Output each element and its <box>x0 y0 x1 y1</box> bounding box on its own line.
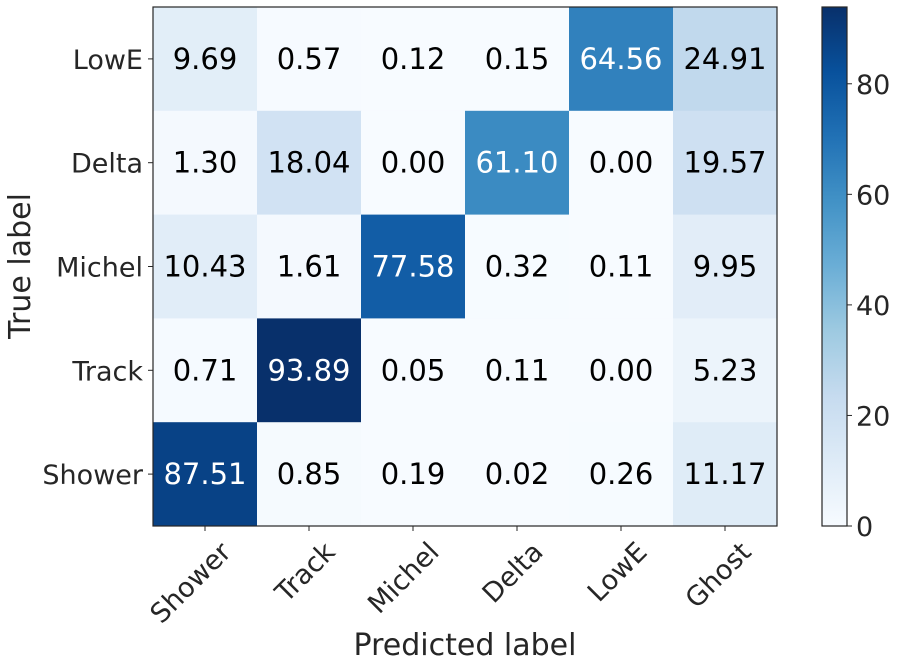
heatmap-cell <box>361 422 466 527</box>
heatmap-cell <box>465 7 570 112</box>
heatmap-cell <box>153 7 258 112</box>
x-tick-label: Shower <box>144 536 238 630</box>
cell-value-label: 0.00 <box>381 146 446 180</box>
cell-value-label: 93.89 <box>267 353 350 387</box>
cell-value-label: 10.43 <box>163 250 246 284</box>
cell-value-label: 0.71 <box>173 353 238 387</box>
colorbar-ticks: 0 20 40 60 80 <box>847 70 890 543</box>
heatmap-cell <box>257 318 362 423</box>
cell-value-label: 0.15 <box>485 42 550 76</box>
heatmap-cell <box>257 422 362 527</box>
heatmap-cell <box>153 422 258 527</box>
heatmap-cell <box>673 110 778 216</box>
heatmap-cell <box>361 110 466 216</box>
x-tick-label: Michel <box>362 537 445 620</box>
heatmap-cell <box>257 7 362 112</box>
y-axis-title: True label <box>3 193 38 340</box>
x-tick-label: Delta <box>477 537 550 610</box>
cell-value-label: 1.61 <box>277 250 342 284</box>
y-tick-label: Track <box>71 356 143 387</box>
cell-value-label: 5.23 <box>693 353 758 387</box>
y-axis-ticks: LowE Delta Michel Track Shower <box>42 45 153 491</box>
y-tick-label: Delta <box>71 149 143 180</box>
cell-value-label: 0.00 <box>589 146 654 180</box>
heatmap-cell <box>673 318 778 423</box>
cell-value-label: 0.02 <box>485 457 550 491</box>
cell-value-label: 0.00 <box>589 353 654 387</box>
cell-value-label: 0.85 <box>277 457 342 491</box>
cell-value-label: 18.04 <box>267 146 350 180</box>
heatmap-cell <box>673 7 778 112</box>
heatmap-cell <box>569 214 674 319</box>
heatmap-cell <box>257 214 362 319</box>
y-tick-label: LowE <box>73 45 143 76</box>
cell-value-labels: 9.69 0.57 0.12 0.15 64.56 24.91 1.30 18.04 0.00 6… <box>163 42 766 491</box>
cell-value-label: 0.12 <box>381 42 446 76</box>
colorbar-tick-label: 80 <box>856 70 890 101</box>
heatmap-cell <box>465 214 570 319</box>
cell-value-label: 19.57 <box>683 146 766 180</box>
heatmap-cell <box>361 214 466 319</box>
cell-value-label: 9.69 <box>173 42 238 76</box>
colorbar <box>821 6 848 527</box>
heatmap-cell <box>465 318 570 423</box>
cell-value-label: 61.10 <box>475 146 558 180</box>
cell-value-label: 24.91 <box>683 42 766 76</box>
heatmap-cells <box>153 7 778 527</box>
heatmap-cell <box>673 422 778 527</box>
heatmap-cell <box>569 318 674 423</box>
colorbar-tick-label: 0 <box>856 512 873 543</box>
cell-value-label: 0.05 <box>381 353 446 387</box>
cell-value-label: 87.51 <box>163 457 246 491</box>
cell-value-label: 11.17 <box>683 457 766 491</box>
cell-value-label: 77.58 <box>371 250 454 284</box>
heatmap-cell <box>361 7 466 112</box>
heatmap-cell <box>569 422 674 527</box>
cell-value-label: 0.26 <box>589 457 654 491</box>
heatmap-cell <box>153 318 258 423</box>
heatmap-cell <box>153 110 258 216</box>
colorbar-tick-label: 20 <box>856 401 890 432</box>
y-tick-label: Michel <box>56 253 143 284</box>
cell-value-label: 64.56 <box>579 42 662 76</box>
heatmap-cell <box>569 7 674 112</box>
x-axis-title: Predicted label <box>354 628 577 663</box>
x-axis-ticks: Shower Track Michel Delta LowE Ghost <box>144 526 758 630</box>
cell-value-label: 0.11 <box>589 250 654 284</box>
cell-value-label: 1.30 <box>173 146 238 180</box>
heatmap-cell <box>361 318 466 423</box>
cell-value-label: 0.11 <box>485 353 550 387</box>
heatmap-cell <box>673 214 778 319</box>
colorbar-tick-label: 40 <box>856 291 890 322</box>
cell-value-label: 0.19 <box>381 457 446 491</box>
heatmap-cell <box>153 214 258 319</box>
colorbar-gradient <box>821 6 848 527</box>
cell-value-label: 0.32 <box>485 250 550 284</box>
colorbar-tick-label: 60 <box>856 180 890 211</box>
heatmap-cell <box>569 110 674 216</box>
cell-value-label: 9.95 <box>693 250 758 284</box>
y-tick-label: Shower <box>42 460 143 491</box>
heatmap-cell <box>257 110 362 216</box>
x-tick-label: Ghost <box>680 537 758 615</box>
heatmap-cell <box>465 422 570 527</box>
x-tick-label: Track <box>269 536 342 609</box>
cell-value-label: 0.57 <box>277 42 342 76</box>
heatmap-cell <box>465 110 570 216</box>
x-tick-label: LowE <box>582 537 654 609</box>
